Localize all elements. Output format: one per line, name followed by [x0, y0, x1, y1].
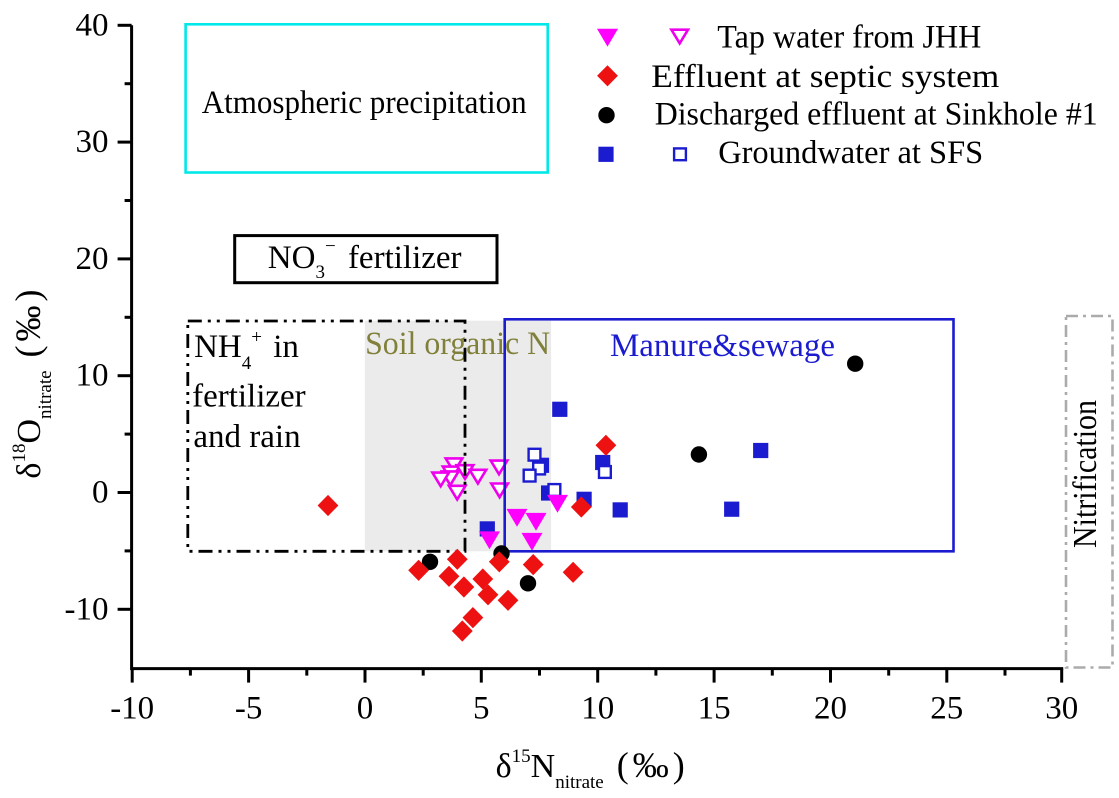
svg-text:0: 0 [92, 475, 109, 511]
svg-text:-10: -10 [110, 691, 154, 727]
svg-text:20: 20 [814, 691, 847, 727]
svg-text:Discharged effluent at Sinkhol: Discharged effluent at Sinkhole #1 [655, 97, 1098, 133]
svg-text:Groundwater at SFS: Groundwater at SFS [718, 135, 983, 171]
svg-text:NO3− fertilizer: NO3− fertilizer [268, 236, 462, 283]
svg-text:30: 30 [76, 124, 109, 160]
svg-text:5: 5 [473, 691, 490, 727]
svg-text:0: 0 [357, 691, 374, 727]
svg-text:Atmospheric precipitation: Atmospheric precipitation [202, 85, 527, 121]
svg-text:-10: -10 [65, 591, 109, 627]
svg-text:40: 40 [76, 7, 109, 43]
svg-text:10: 10 [76, 358, 109, 394]
svg-text:30: 30 [1045, 691, 1078, 727]
svg-text:15: 15 [698, 691, 731, 727]
svg-text:25: 25 [930, 691, 963, 727]
svg-text:20: 20 [76, 241, 109, 277]
svg-text:Nitrification: Nitrification [1067, 400, 1104, 548]
svg-text:fertilizer: fertilizer [192, 379, 306, 415]
svg-text:10: 10 [581, 691, 614, 727]
svg-text:Manure&sewage: Manure&sewage [610, 328, 835, 364]
svg-text:and rain: and rain [193, 419, 300, 455]
svg-text:-5: -5 [235, 691, 263, 727]
svg-text:Effluent at septic system: Effluent at septic system [651, 59, 999, 95]
svg-text:Soil organic N: Soil organic N [365, 326, 550, 362]
svg-text:Tap water from JHH: Tap water from JHH [717, 20, 981, 56]
